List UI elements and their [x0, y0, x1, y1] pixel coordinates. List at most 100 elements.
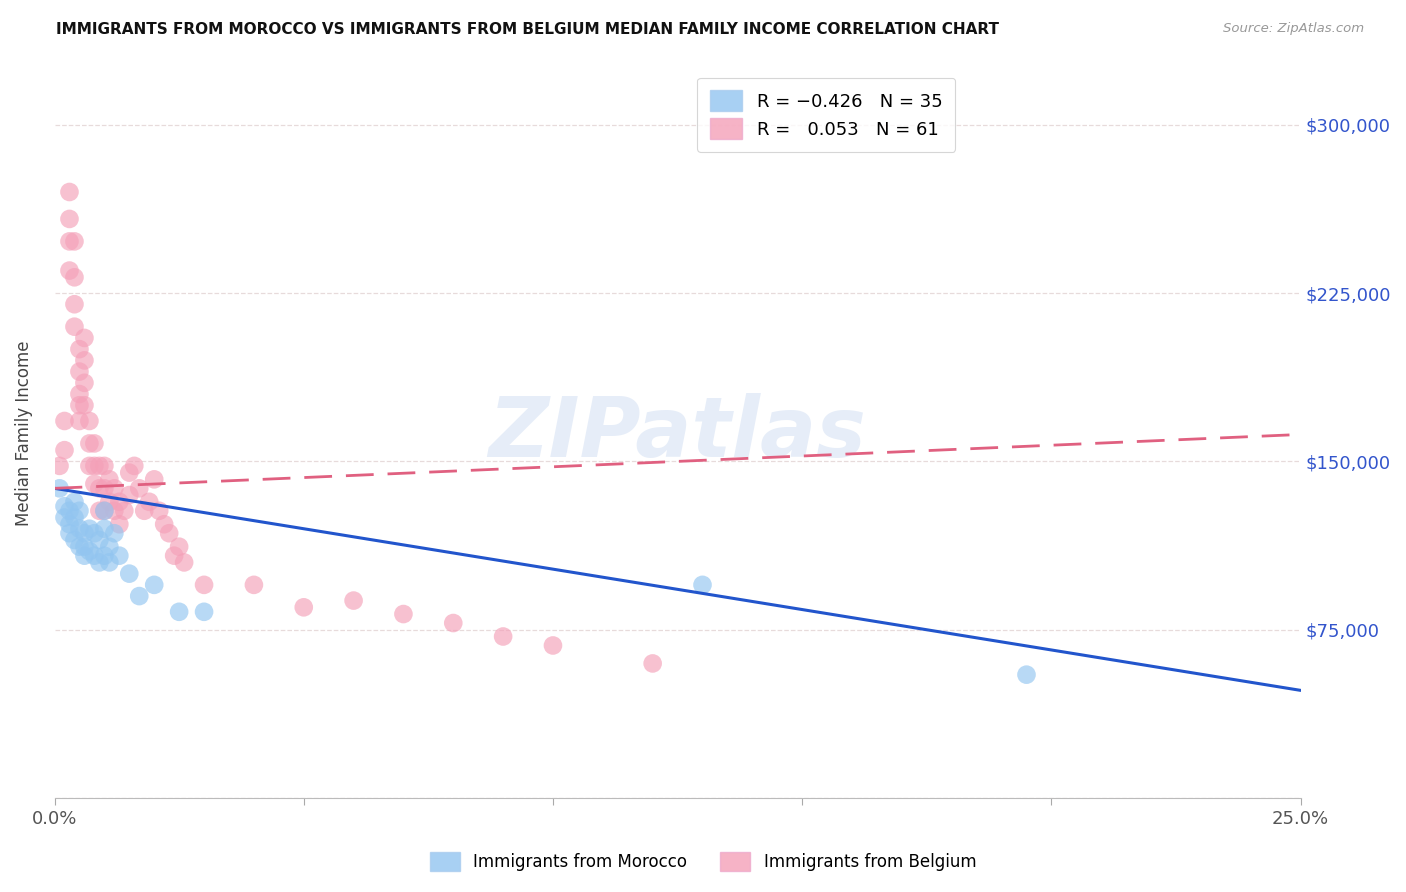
- Point: [118, 566, 141, 581]
- Point: [98, 556, 121, 570]
- Point: [118, 488, 141, 502]
- Text: ZIPatlas: ZIPatlas: [489, 392, 866, 474]
- Point: [79, 544, 101, 558]
- Point: [641, 657, 664, 671]
- Point: [69, 342, 91, 356]
- Point: [103, 504, 125, 518]
- Point: [79, 458, 101, 473]
- Point: [83, 436, 105, 450]
- Point: [63, 235, 86, 249]
- Point: [79, 436, 101, 450]
- Point: [108, 517, 131, 532]
- Point: [79, 414, 101, 428]
- Point: [83, 549, 105, 563]
- Point: [157, 526, 180, 541]
- Point: [692, 578, 714, 592]
- Point: [112, 504, 135, 518]
- Point: [98, 472, 121, 486]
- Point: [143, 472, 166, 486]
- Point: [69, 522, 91, 536]
- Point: [58, 185, 80, 199]
- Point: [193, 578, 215, 592]
- Point: [292, 600, 315, 615]
- Point: [93, 504, 115, 518]
- Point: [167, 540, 190, 554]
- Point: [243, 578, 266, 592]
- Point: [441, 615, 464, 630]
- Point: [1015, 667, 1038, 681]
- Point: [128, 589, 150, 603]
- Point: [63, 297, 86, 311]
- Point: [89, 533, 111, 547]
- Point: [69, 414, 91, 428]
- Point: [53, 414, 76, 428]
- Point: [58, 211, 80, 226]
- Point: [73, 353, 96, 368]
- Point: [58, 504, 80, 518]
- Point: [73, 376, 96, 390]
- Point: [89, 481, 111, 495]
- Point: [83, 526, 105, 541]
- Point: [163, 549, 186, 563]
- Point: [83, 476, 105, 491]
- Point: [63, 533, 86, 547]
- Point: [89, 458, 111, 473]
- Point: [48, 458, 70, 473]
- Text: Source: ZipAtlas.com: Source: ZipAtlas.com: [1223, 22, 1364, 36]
- Point: [73, 331, 96, 345]
- Point: [53, 510, 76, 524]
- Point: [98, 540, 121, 554]
- Point: [124, 458, 146, 473]
- Point: [73, 549, 96, 563]
- Point: [58, 517, 80, 532]
- Point: [69, 398, 91, 412]
- Y-axis label: Median Family Income: Median Family Income: [15, 341, 32, 526]
- Point: [108, 549, 131, 563]
- Point: [167, 605, 190, 619]
- Point: [93, 481, 115, 495]
- Point: [108, 495, 131, 509]
- Point: [63, 510, 86, 524]
- Point: [193, 605, 215, 619]
- Point: [58, 263, 80, 277]
- Point: [173, 556, 195, 570]
- Point: [63, 319, 86, 334]
- Point: [98, 495, 121, 509]
- Point: [48, 481, 70, 495]
- Point: [134, 504, 156, 518]
- Point: [342, 593, 364, 607]
- Point: [392, 607, 415, 621]
- Point: [73, 540, 96, 554]
- Point: [153, 517, 176, 532]
- Point: [79, 522, 101, 536]
- Point: [69, 504, 91, 518]
- Legend: Immigrants from Morocco, Immigrants from Belgium: Immigrants from Morocco, Immigrants from…: [422, 843, 984, 880]
- Point: [103, 526, 125, 541]
- Point: [143, 578, 166, 592]
- Point: [492, 630, 515, 644]
- Point: [138, 495, 160, 509]
- Point: [53, 443, 76, 458]
- Point: [93, 522, 115, 536]
- Point: [58, 526, 80, 541]
- Point: [93, 504, 115, 518]
- Point: [103, 481, 125, 495]
- Point: [93, 458, 115, 473]
- Point: [83, 458, 105, 473]
- Point: [63, 270, 86, 285]
- Point: [73, 398, 96, 412]
- Point: [63, 495, 86, 509]
- Point: [73, 526, 96, 541]
- Point: [69, 365, 91, 379]
- Point: [69, 387, 91, 401]
- Point: [128, 481, 150, 495]
- Point: [89, 556, 111, 570]
- Point: [118, 466, 141, 480]
- Legend: R = −0.426   N = 35, R =   0.053   N = 61: R = −0.426 N = 35, R = 0.053 N = 61: [697, 78, 955, 152]
- Point: [541, 639, 564, 653]
- Point: [69, 540, 91, 554]
- Point: [89, 504, 111, 518]
- Point: [53, 500, 76, 514]
- Point: [148, 504, 170, 518]
- Point: [93, 549, 115, 563]
